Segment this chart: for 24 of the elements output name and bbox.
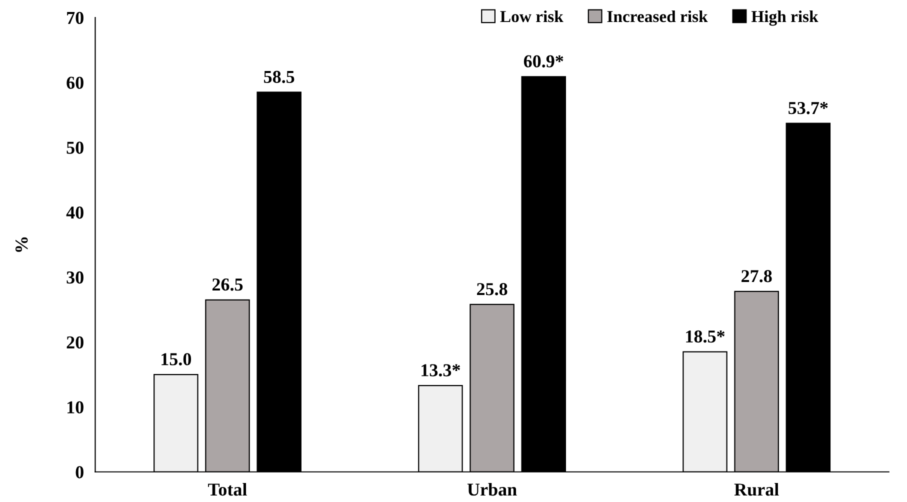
y-tick-label: 50 bbox=[66, 142, 84, 154]
y-tick-label: 60 bbox=[66, 76, 84, 89]
y-tick-label: 40 bbox=[66, 206, 84, 219]
x-tick-label: Rural bbox=[734, 482, 779, 496]
data-label: 25.8 bbox=[477, 283, 508, 296]
x-tick-label: Total bbox=[208, 482, 247, 496]
data-label: 13.3* bbox=[422, 364, 460, 376]
data-label: 60.9* bbox=[524, 55, 564, 68]
data-label: 18.5* bbox=[686, 330, 725, 343]
y-tick-label: 70 bbox=[67, 12, 84, 24]
legend-label: Increased risk bbox=[607, 10, 708, 22]
data-label: 15.0 bbox=[162, 353, 192, 366]
y-tick-label: 0 bbox=[76, 466, 84, 478]
y-tick-label: 10 bbox=[68, 401, 84, 414]
y-tick-label: 20 bbox=[66, 336, 84, 349]
data-label: 27.8 bbox=[742, 270, 772, 282]
data-label: 58.5 bbox=[264, 70, 294, 84]
data-label: 53.7* bbox=[788, 102, 828, 114]
data-label: 26.5 bbox=[212, 278, 243, 291]
x-tick-label: Urban bbox=[467, 482, 517, 496]
legend-label: Low risk bbox=[500, 10, 564, 22]
y-axis-title: % bbox=[15, 237, 28, 252]
legend-label: High risk bbox=[751, 10, 818, 26]
y-tick-label: 30 bbox=[66, 271, 84, 284]
